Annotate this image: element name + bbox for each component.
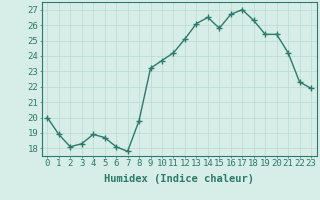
X-axis label: Humidex (Indice chaleur): Humidex (Indice chaleur): [104, 174, 254, 184]
